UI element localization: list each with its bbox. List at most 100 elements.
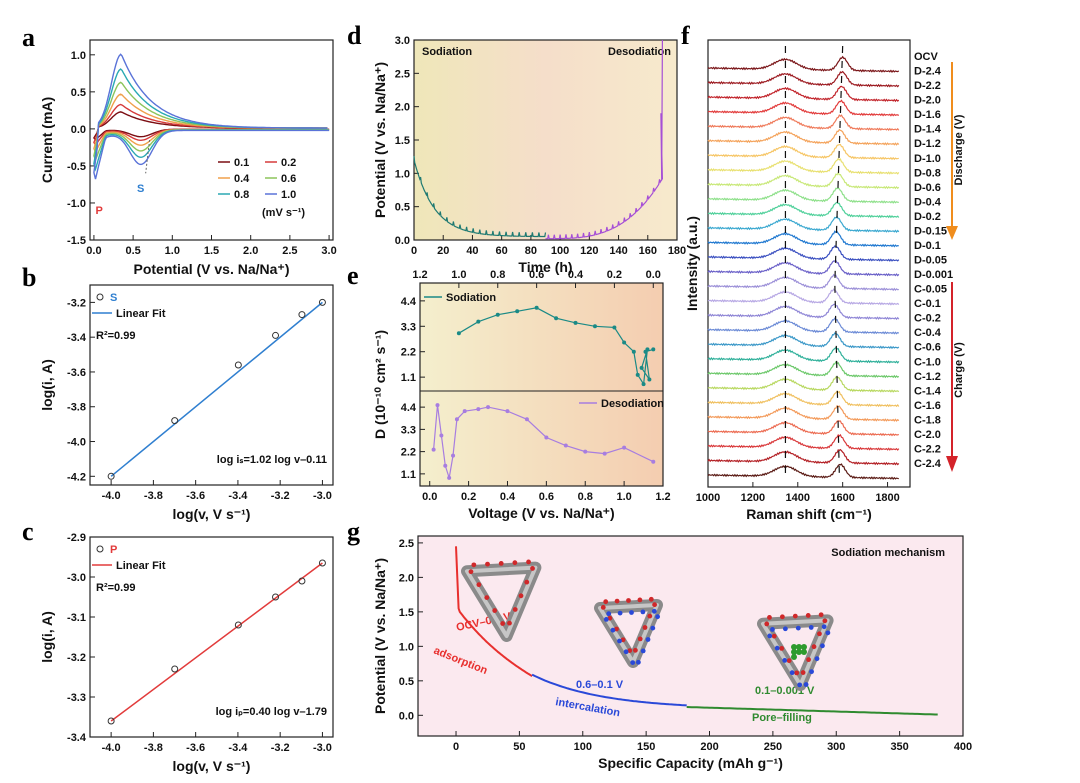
panel-a-legend-label: 0.1 — [234, 157, 249, 169]
panel-d-xtick-label: 80 — [525, 245, 537, 257]
panel-f-spectrum-label: OCV — [914, 51, 939, 63]
panel-g-xtick-label: 0 — [453, 741, 459, 753]
panel-g-xtick-label: 200 — [700, 741, 718, 753]
panel-f-spectrum — [707, 215, 900, 233]
panel-c-ytick-label: -3.4 — [67, 732, 87, 744]
panel-b-ytick-label: -3.2 — [67, 297, 86, 309]
panel-e-top-xtick-label: 1.0 — [451, 269, 466, 281]
panel-f-spectrum-label: D-0.8 — [914, 167, 941, 179]
panel-g-structure-adsorption-atom — [518, 593, 524, 599]
panel-g-structure-intercalation-atom — [614, 598, 620, 604]
panel-c-ytick-label: -3.3 — [67, 692, 86, 704]
panel-f-spectrum — [707, 433, 900, 451]
panel-g-structure-pore-filling-atom — [820, 643, 825, 649]
panel-e-top-ytick-label: 3.3 — [401, 321, 416, 333]
panel-a-peak-s: S — [137, 183, 144, 195]
panel-label-d: d — [347, 21, 362, 50]
panel-c-legend-series: P — [110, 544, 117, 556]
panel-b-ytick-label: -3.4 — [67, 332, 87, 344]
panel-label-c: c — [22, 517, 34, 546]
panel-f-spectrum-label: D-0.15 — [914, 225, 947, 237]
panel-b-xtick-label: -3.0 — [313, 490, 332, 502]
panel-a-xtick-label: 2.0 — [243, 245, 258, 257]
panel-e-desodiation-point — [505, 409, 510, 414]
panel-a-legend-label: 0.4 — [234, 173, 250, 185]
panel-f-xtick-label: 1400 — [786, 492, 810, 504]
panel-e-desodiation-line — [433, 405, 654, 479]
panel-e-sodiation-line — [458, 307, 654, 386]
panel-g-structure-intercalation-atom — [640, 648, 646, 654]
panel-c-xtick-label: -3.8 — [144, 742, 163, 754]
panel-f-spectrum — [707, 143, 899, 161]
panel-g-structure-pore-filling-atom — [818, 612, 824, 618]
panel-e-top-ytick-label: 2.2 — [401, 347, 416, 359]
panel-g-segment-intercalation — [531, 673, 687, 707]
panel-f-spectrum-label: D-2.2 — [914, 80, 941, 92]
panel-g-segment-adsorption — [455, 546, 533, 677]
panel-b-ytick-label: -3.8 — [67, 402, 86, 414]
panel-g-structure-pore-filling-atom — [806, 657, 811, 663]
panel-g-structure-intercalation-highlight — [598, 603, 659, 664]
panel-g-structure-intercalation-atom — [647, 613, 653, 619]
panel-g-structure-intercalation-atom — [633, 647, 638, 653]
panel-f-spectrum — [707, 448, 900, 466]
panel-d-xlabel: Time (h) — [518, 259, 572, 275]
panel-g-structure-pore-filling-atom — [817, 631, 822, 637]
panel-g-structure-intercalation-atom — [627, 648, 633, 653]
panel-a-legend-label: 0.6 — [281, 173, 296, 185]
panel-b-ylabel: log(i, A) — [39, 359, 55, 411]
panel-f-discharge-label: Discharge (V) — [953, 114, 965, 185]
panel-g-structure-pore-filling-atom — [803, 682, 809, 687]
panel-g-structure-pore-filling-atom — [821, 624, 827, 630]
panel-g-structure-pore-filling-highlight — [761, 618, 830, 687]
panel-f-spectrum — [707, 273, 899, 292]
panel-f-spectrum-label: D-1.4 — [914, 124, 942, 136]
panel-f-spectrum — [707, 230, 899, 248]
panel-e-sodiation-point — [651, 347, 656, 352]
panel-c-ytick-label: -2.9 — [67, 532, 86, 544]
panel-g-structure-intercalation-atom — [630, 660, 636, 665]
panel-d-ytick-label: 1.5 — [395, 135, 410, 147]
panel-g-ytick-label: 2.0 — [399, 572, 414, 584]
panel-d-ytick-label: 2.0 — [395, 102, 410, 114]
panel-g-structure-adsorption-atom — [484, 595, 490, 600]
panel-e-xtick-label: 1.0 — [616, 491, 631, 503]
panel-f-xlabel: Raman shift (cm⁻¹) — [746, 506, 872, 522]
panel-f-spectrum-label: C-1.0 — [914, 356, 941, 368]
panel-e-sodiation-point — [639, 365, 644, 370]
panel-e-desodiation-point — [476, 407, 481, 412]
panel-b-data-point — [298, 311, 306, 319]
panel-f-spectrum — [707, 70, 900, 88]
panel-e-xtick-label: 0.6 — [539, 491, 554, 503]
panel-g-structure-adsorption-atom — [512, 607, 518, 612]
panel-g-structure-adsorption-atom — [530, 566, 535, 571]
panel-a-xtick-label: 1.0 — [165, 245, 180, 257]
panel-d-region-sodiation: Sodiation — [422, 46, 472, 58]
panel-f-spectrum — [707, 346, 900, 364]
panel-c-xtick-label: -3.0 — [313, 742, 332, 754]
panel-g-structure-pore-filling-atom — [774, 645, 780, 651]
panel-e-desodiation-point — [583, 449, 588, 454]
panel-f-spectrum-label: D-0.05 — [914, 255, 947, 267]
panel-a-cv-curve-1.0 — [93, 53, 330, 180]
panel-g-structure-adsorption-atom — [500, 621, 506, 626]
panel-c-data-point — [107, 717, 115, 725]
panel-f-xtick-label: 1600 — [830, 492, 854, 504]
panel-b-data-point — [107, 472, 115, 480]
panel-g-structure-intercalation-atom — [650, 625, 656, 631]
panel-a-ytick-label: 0.0 — [71, 124, 86, 136]
panel-d-ytick-label: 2.5 — [395, 68, 410, 80]
panel-a-ytick-label: 0.5 — [71, 87, 86, 99]
panel-c-ytick-label: -3.1 — [67, 612, 86, 624]
panel-f-spectrum-label: C-1.8 — [914, 414, 941, 426]
panel-g-structure-pore-filling-pore-atom — [801, 649, 807, 655]
panel-c-xtick-label: -3.4 — [228, 742, 248, 754]
panel-f-frame — [707, 39, 911, 488]
panel-g-ytick-label: 0.0 — [399, 710, 414, 722]
panel-d-xtick-label: 60 — [496, 245, 508, 257]
panel-d-ylabel: Potential (V vs. Na/Na⁺) — [372, 62, 388, 218]
panel-f-spectrum-label: D-0.1 — [914, 240, 941, 252]
panel-f-spectrum-label: C-0.05 — [914, 284, 947, 296]
panel-g-structure-adsorption-atom — [485, 561, 490, 567]
panel-g-structure-pore-filling-atom — [764, 621, 770, 627]
